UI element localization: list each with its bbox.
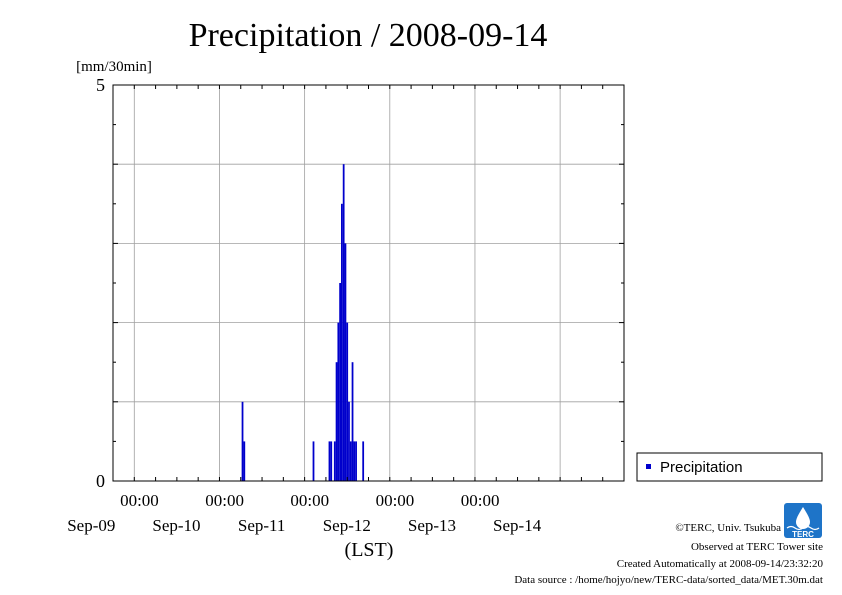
copyright-text: ©TERC, Univ. Tsukuba: [675, 522, 781, 534]
x-time-label: 00:00: [290, 491, 329, 510]
precip-bar: [344, 243, 347, 481]
axis-labels: 0 5 00:00 00:00 00:00 00:00 00:00 Sep-09 Sep-10 S…: [67, 75, 541, 535]
x-date-label: Sep-09: [67, 516, 115, 535]
precip-bar: [355, 441, 357, 481]
x-time-label: 00:00: [205, 491, 244, 510]
precip-bar: [333, 441, 336, 481]
precip-bar: [243, 441, 246, 481]
water-drop-icon: [796, 507, 810, 529]
precip-bar: [335, 362, 338, 481]
terc-logo: TERC: [784, 503, 822, 539]
precip-bar: [312, 441, 315, 481]
x-date-label: Sep-14: [493, 516, 542, 535]
precip-bar: [353, 441, 356, 481]
precip-bar: [339, 283, 341, 481]
legend-label: Precipitation: [660, 459, 743, 476]
y-tick-label: 5: [96, 75, 105, 95]
precip-bar: [346, 322, 349, 481]
observed-text: Observed at TERC Tower site: [691, 541, 823, 553]
precip-bar: [348, 401, 350, 481]
logo-text: TERC: [792, 530, 814, 539]
chart-title: Precipitation / 2008-09-14: [189, 17, 548, 54]
precip-bar: [241, 401, 244, 481]
bar-series: [241, 164, 365, 482]
x-date-label: Sep-10: [152, 516, 200, 535]
precip-bar: [362, 441, 365, 481]
precip-bar: [349, 441, 352, 481]
x-axis-label: (LST): [345, 539, 394, 561]
legend-box: [636, 452, 823, 482]
legend: Precipitation: [636, 452, 823, 482]
axis-ticks: [112, 84, 625, 482]
precip-bar: [351, 362, 354, 481]
plot-frame: [112, 84, 625, 482]
x-date-label: Sep-11: [238, 516, 286, 535]
precip-bar: [330, 441, 333, 481]
x-time-label: 00:00: [120, 491, 159, 510]
precip-bar: [328, 441, 331, 481]
created-text: Created Automatically at 2008-09-14/23:3…: [617, 558, 824, 570]
source-text: Data source : /home/hojyo/new/TERC-data/…: [514, 574, 823, 586]
x-date-label: Sep-12: [323, 516, 371, 535]
grid-lines: [113, 85, 624, 481]
x-time-label: 00:00: [376, 491, 415, 510]
precip-bar: [340, 203, 343, 482]
x-date-label: Sep-13: [408, 516, 456, 535]
precip-bar: [342, 164, 345, 481]
x-time-label: 00:00: [461, 491, 500, 510]
unit-label: [mm/30min]: [76, 59, 152, 75]
legend-swatch: [646, 464, 651, 469]
y-tick-label: 0: [96, 471, 105, 491]
precip-bar: [337, 322, 340, 481]
wave-icon: [786, 525, 820, 531]
